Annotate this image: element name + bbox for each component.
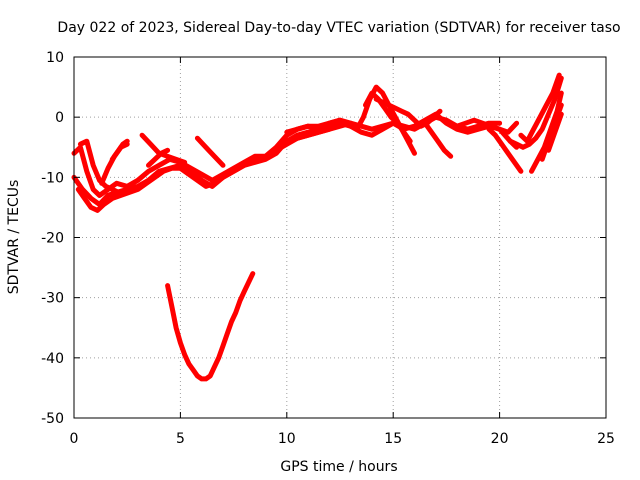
series-arc-10 [165,271,256,382]
series-arc-08 [146,147,171,168]
y-tick-label: 10 [46,50,64,66]
y-tick-label: -30 [41,291,64,307]
x-axis-label: GPS time / hours [280,459,397,475]
grid [74,57,606,418]
series-arc-17 [454,117,520,135]
series-arc-18 [486,126,524,174]
y-tick-label: -20 [41,231,64,247]
axis-ticks: 0 5 10 15 20 25 -50 -40 -30 -20 -10 0 10 [41,50,615,447]
x-tick-label: 10 [278,431,296,447]
series-arc-03 [75,126,332,213]
series-arc-04 [77,138,122,195]
x-tick-label: 20 [491,431,509,447]
data-series [71,72,564,382]
y-tick-label: -10 [41,170,64,186]
series-arc-22 [539,102,564,162]
x-tick-label: 15 [384,431,402,447]
series-arc-09 [194,135,226,168]
series-arc-13 [354,84,417,156]
x-tick-label: 0 [70,431,79,447]
series-arc-15 [373,96,443,129]
series-arc-23 [546,111,564,153]
x-tick-label: 5 [176,431,185,447]
series-arc-07 [139,132,188,165]
x-tick-label: 25 [597,431,615,447]
series-arc-19 [507,75,564,150]
y-tick-label: -50 [41,411,64,427]
chart-title: Day 022 of 2023, Sidereal Day-to-day VTE… [57,20,620,36]
series-arc-14 [363,90,413,144]
series-arc-12 [294,111,520,150]
series-arc-16 [422,120,454,159]
y-tick-label: -40 [41,351,64,367]
y-tick-label: 0 [55,110,64,126]
series-arc-06 [109,138,130,162]
series-arc-20 [518,72,562,144]
y-axis-label: SDTVAR / TECUs [6,180,22,295]
